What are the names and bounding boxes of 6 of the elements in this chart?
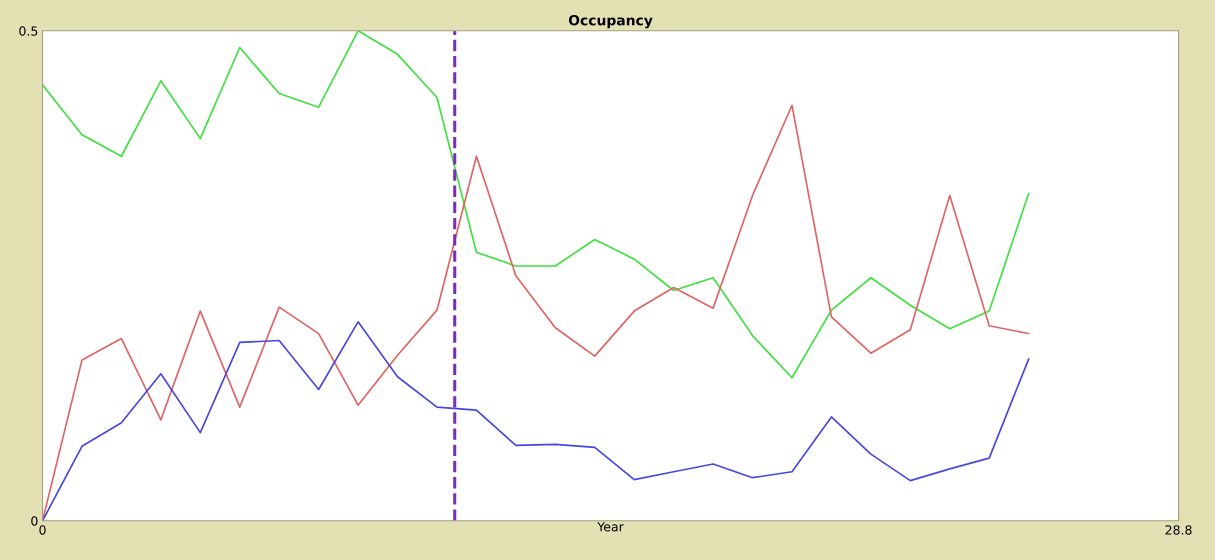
x-axis-title: Year (597, 522, 624, 532)
line-series (42, 30, 1030, 379)
line-series (42, 321, 1030, 521)
chart-title: Occupancy (568, 14, 653, 29)
x-tick-label: 28.8 (1165, 525, 1192, 535)
y-tick-label: 0.5 (19, 26, 38, 36)
